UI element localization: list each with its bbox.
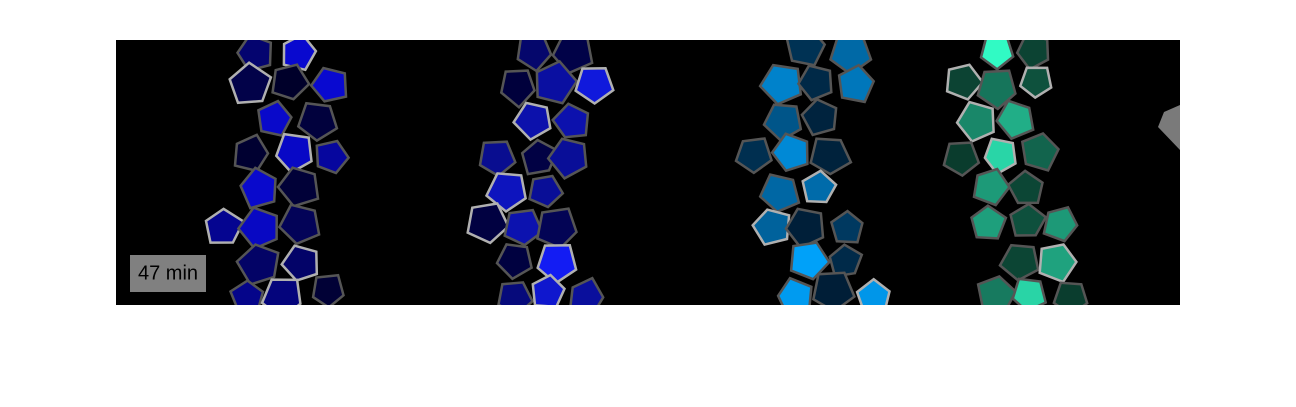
cell: [762, 103, 803, 143]
cell: [970, 204, 1008, 240]
cell: [955, 100, 995, 143]
cell: [499, 69, 536, 110]
cell: [276, 166, 320, 208]
cell: [758, 63, 803, 106]
cell: [1052, 281, 1089, 305]
cell: [228, 61, 273, 105]
cell: [770, 132, 809, 173]
cell: [235, 243, 280, 286]
cell: [569, 276, 605, 305]
cell: [979, 40, 1015, 71]
cell: [1011, 277, 1048, 305]
cell: [315, 139, 351, 175]
cell: [282, 40, 318, 72]
cell: [257, 99, 293, 137]
cell: [466, 202, 510, 245]
cell: [497, 281, 535, 305]
cell: [983, 137, 1017, 176]
cell: [945, 63, 985, 101]
cell: [535, 59, 579, 105]
cell: [800, 97, 838, 137]
cell: [784, 207, 825, 250]
side-arrow: [1158, 105, 1180, 150]
cell: [809, 137, 853, 176]
cell: [855, 277, 891, 305]
time-label: 47 min: [138, 262, 198, 284]
cell: [520, 138, 559, 176]
cell: [536, 244, 578, 285]
cell: [309, 66, 348, 103]
cell: [801, 169, 838, 204]
cell: [1018, 66, 1053, 100]
cell: [758, 173, 801, 214]
cell: [789, 241, 831, 281]
cell: [512, 101, 552, 142]
cell: [776, 276, 813, 305]
cell-layer: [204, 40, 1089, 305]
cell: [484, 172, 527, 214]
cell: [228, 279, 265, 305]
cell: [528, 174, 565, 209]
time-label-box: [130, 255, 206, 292]
cell: [1042, 205, 1079, 243]
cell: [551, 102, 590, 139]
cell: [503, 208, 544, 247]
cell: [811, 271, 856, 305]
cell: [478, 140, 517, 178]
cell: [296, 101, 339, 143]
cell: [277, 203, 321, 246]
cell: [1006, 169, 1044, 205]
cell: [260, 278, 302, 305]
cell: [236, 206, 278, 251]
cell: [829, 209, 864, 244]
cell: [837, 63, 876, 104]
cell: [574, 67, 615, 106]
cell: [1020, 132, 1061, 172]
cell: [796, 64, 833, 102]
cell: [271, 63, 311, 101]
cell: [546, 137, 588, 180]
cell: [1038, 243, 1078, 284]
cell: [976, 69, 1017, 111]
cell: [204, 207, 246, 244]
cell: [942, 141, 981, 178]
cell: [531, 273, 566, 305]
cell: [785, 40, 827, 67]
cell: [516, 40, 553, 73]
cell: [311, 273, 345, 305]
cell: [280, 244, 319, 283]
cell: [495, 243, 534, 281]
cell: [751, 208, 791, 247]
cell: [998, 243, 1040, 282]
cell: [829, 40, 873, 76]
cell: [1009, 202, 1048, 237]
cell: [734, 137, 773, 175]
cell: [972, 167, 1011, 207]
cell: [995, 99, 1035, 141]
